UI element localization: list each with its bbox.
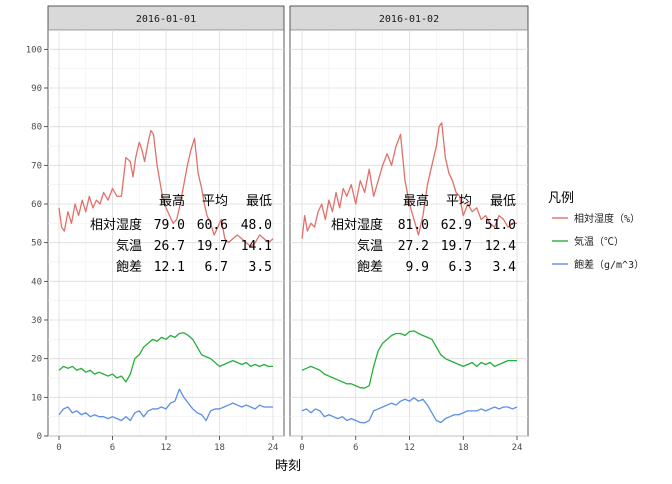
panel-2-vpd-min: 3.4 <box>493 260 517 275</box>
y-tick-label: 80 <box>31 123 42 133</box>
y-tick-label: 50 <box>31 239 42 249</box>
y-tick-label: 60 <box>31 200 42 210</box>
panel-1-vpd-min: 3.5 <box>249 260 272 275</box>
panel-1-line-temperature <box>58 332 273 383</box>
panel-2-vpd-mean: 6.3 <box>449 260 472 275</box>
x-tick-label: 6 <box>110 443 115 453</box>
panel-2-humidity-max: 81.0 <box>398 218 429 233</box>
y-tick-label: 10 <box>31 393 42 403</box>
panel-2-row-temperature-label: 気温 <box>357 238 383 254</box>
panel-1-row-vpd-label: 飽差 <box>116 260 142 275</box>
panel-1-strip-label: 2016-01-01 <box>136 14 196 25</box>
panel-2-strip-label: 2016-01-02 <box>379 14 439 25</box>
panel-1-vpd-mean: 6.7 <box>205 260 228 275</box>
y-tick-label: 90 <box>31 84 42 94</box>
panel-2-stats-table: 最高 平均 最低 相対湿度 81.0 62.9 51.0 気温 27.2 19.… <box>331 193 516 275</box>
panel-1-temperature-max: 26.7 <box>154 239 185 254</box>
panel-2-temperature-min: 12.4 <box>485 239 516 254</box>
x-tick-label: 12 <box>161 443 172 453</box>
panel-1-temperature-mean: 19.7 <box>197 239 228 254</box>
panel-1-row-temperature-label: 気温 <box>116 238 142 254</box>
y-tick-label: 70 <box>31 161 42 171</box>
y-tick-label: 40 <box>31 277 42 287</box>
x-tick-label: 6 <box>353 443 358 453</box>
legend-label-humidity: 相対湿度（%） <box>574 212 640 225</box>
panel-1-line-vpd <box>58 388 273 422</box>
panel-2-humidity-min: 51.0 <box>485 218 516 233</box>
legend-label-temperature: 気温（℃） <box>574 235 624 248</box>
panel-1-humidity-max: 79.0 <box>154 218 185 233</box>
panel-1-vpd-max: 12.1 <box>154 260 185 275</box>
y-tick-label: 0 <box>37 432 42 442</box>
panel-1: 2016-01-01 最高 平均 最低 相対湿度 79.0 60.6 48.0 … <box>47 5 285 437</box>
panel-2-temperature-max: 27.2 <box>398 239 429 254</box>
y-tick-label: 20 <box>31 355 42 365</box>
x-axis: 0 6 12 18 24 0 6 12 18 24 <box>56 436 522 453</box>
legend: 凡例 相対湿度（%） 気温（℃） 飽差（g/m^3） <box>548 191 644 271</box>
panel-2-header-min: 最低 <box>490 194 516 209</box>
panel-1-row-humidity-label: 相対湿度 <box>90 217 142 233</box>
panel-2-row-vpd-label: 飽差 <box>357 260 383 275</box>
panel-2-temperature-mean: 19.7 <box>441 239 472 254</box>
panel-2-row-humidity-label: 相対湿度 <box>331 217 383 233</box>
x-tick-label: 18 <box>458 443 469 453</box>
y-axis: 0 10 20 30 40 50 60 70 80 90 100 <box>26 45 48 442</box>
y-tick-label: 30 <box>31 316 42 326</box>
panel-1-header-mean: 平均 <box>202 194 228 209</box>
panel-2-vpd-max: 9.9 <box>406 260 429 275</box>
panel-2-header-max: 最高 <box>403 193 429 209</box>
panel-1-stats-table: 最高 平均 最低 相対湿度 79.0 60.6 48.0 気温 26.7 19.… <box>90 193 272 275</box>
x-tick-label: 18 <box>214 443 225 453</box>
panel-2-strip <box>289 5 529 31</box>
panel-1-humidity-min: 48.0 <box>241 218 272 233</box>
panel-2-series <box>301 122 518 424</box>
panel-2-gridlines <box>290 29 528 437</box>
x-tick-label: 24 <box>512 443 523 453</box>
panel-2-line-temperature <box>301 330 517 389</box>
panel-2-humidity-mean: 62.9 <box>441 218 472 233</box>
panel-1-header-max: 最高 <box>159 193 185 209</box>
panel-2-plot-area <box>289 29 529 437</box>
y-tick-label: 100 <box>26 45 42 55</box>
x-axis-title: 時刻 <box>275 459 301 474</box>
panel-2: 2016-01-02 最高 平均 最低 相対湿度 81.0 62.9 51.0 … <box>289 5 529 437</box>
panel-1-strip <box>47 5 285 31</box>
panel-2-line-vpd <box>301 397 518 424</box>
panel-1-line-humidity <box>58 129 274 248</box>
x-tick-label: 24 <box>268 443 279 453</box>
panel-2-header-mean: 平均 <box>446 194 472 209</box>
panel-2-line-humidity <box>301 122 517 239</box>
panel-1-series <box>58 129 274 422</box>
panel-1-header-min: 最低 <box>246 194 272 209</box>
legend-label-vpd: 飽差（g/m^3） <box>574 258 644 271</box>
x-tick-label: 0 <box>299 443 304 453</box>
legend-title: 凡例 <box>548 191 574 206</box>
x-tick-label: 0 <box>56 443 61 453</box>
panel-1-temperature-min: 14.1 <box>241 239 272 254</box>
x-tick-label: 12 <box>404 443 415 453</box>
panel-1-humidity-mean: 60.6 <box>197 218 228 233</box>
